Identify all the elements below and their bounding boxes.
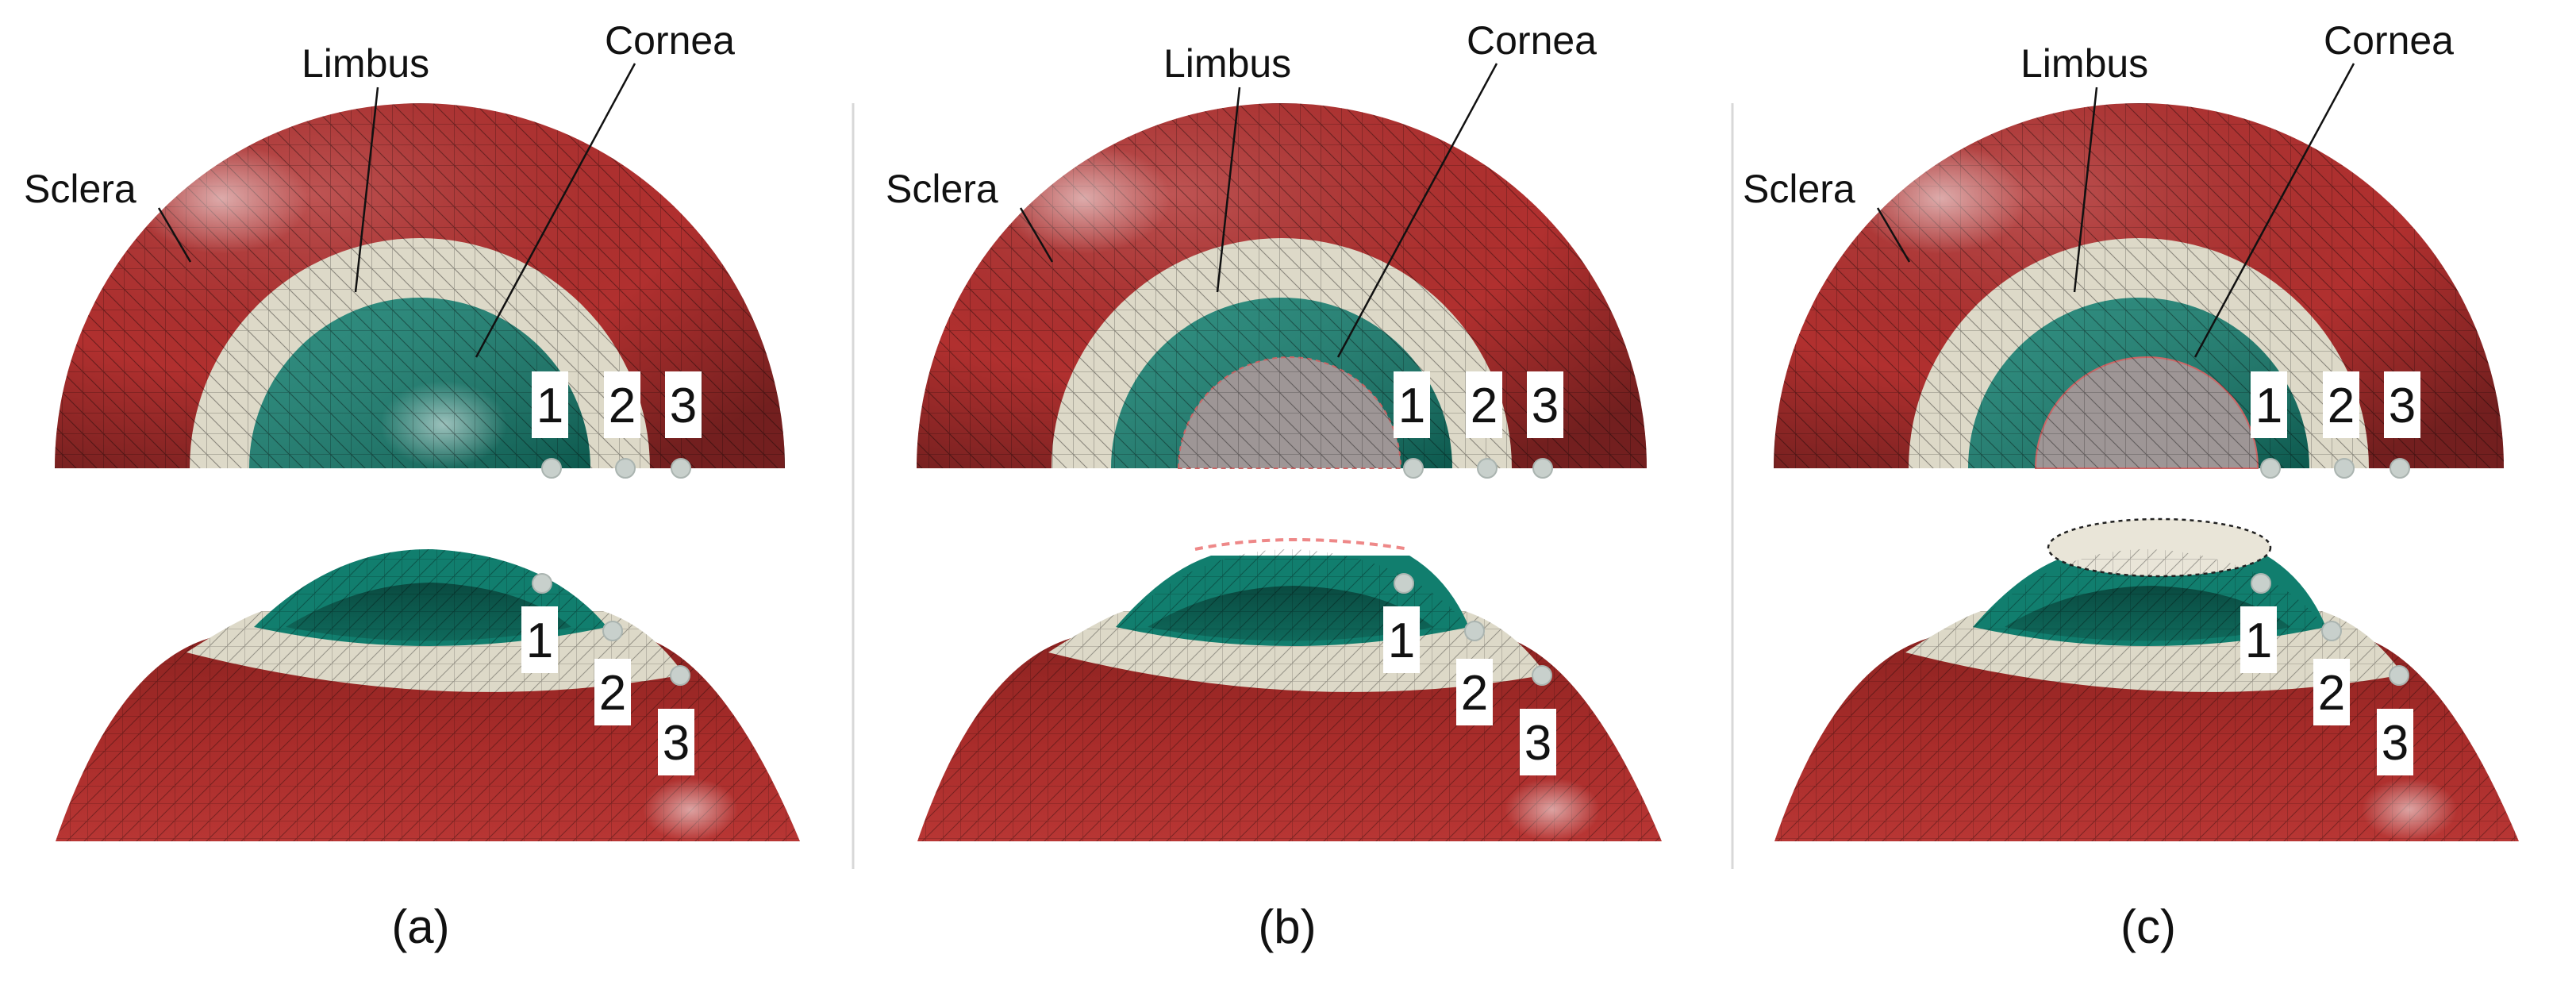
side-number-2: 2 xyxy=(1461,666,1488,721)
top-number-2: 2 xyxy=(1471,379,1498,433)
top-number-1-box xyxy=(1394,371,1430,438)
side-marker-2 xyxy=(602,621,623,641)
top-marker-1 xyxy=(541,458,562,479)
top-number-3: 3 xyxy=(1532,379,1559,433)
side-number-3: 3 xyxy=(663,716,690,771)
side-number-1-box xyxy=(2240,606,2277,673)
side-number-3: 3 xyxy=(1524,716,1551,771)
cornea-leader xyxy=(2193,63,2355,358)
side-number-2: 2 xyxy=(599,666,626,721)
cornea-leader xyxy=(1336,63,1498,358)
side-number-1: 1 xyxy=(526,614,553,668)
top-number-3-box xyxy=(1527,371,1563,438)
side-number-1: 1 xyxy=(2245,614,2272,668)
dome-highlight xyxy=(643,778,738,841)
side-view xyxy=(917,538,1662,841)
sclera-leader xyxy=(1876,207,1911,263)
top-number-3: 3 xyxy=(2389,379,2416,433)
cornea-label: Cornea xyxy=(605,18,735,63)
side-number-1: 1 xyxy=(1388,614,1415,668)
cornea-leader xyxy=(475,63,636,358)
side-marker-3 xyxy=(2389,665,2409,686)
side-marker-1 xyxy=(1394,573,1414,594)
top-number-3-box xyxy=(2384,371,2420,438)
side-marker-2 xyxy=(1464,621,1485,641)
top-marker-3 xyxy=(1532,458,1553,479)
side-number-3: 3 xyxy=(2382,716,2409,771)
cornea-highlight xyxy=(380,381,507,468)
top-number-2: 2 xyxy=(2328,379,2355,433)
side-marker-2 xyxy=(2321,621,2342,641)
side-number-2-box xyxy=(1456,659,1493,725)
side-number-2-box xyxy=(594,659,631,725)
panel-caption: (b) xyxy=(1258,900,1316,953)
side-number-1-box xyxy=(521,606,558,673)
sclera-highlight xyxy=(134,143,309,254)
top-marker-2 xyxy=(615,458,636,479)
dome-highlight xyxy=(2362,778,2457,841)
top-marker-1 xyxy=(2260,458,2281,479)
top-number-3: 3 xyxy=(670,379,697,433)
sclera-leader xyxy=(1019,207,1054,263)
top-marker-3 xyxy=(671,458,691,479)
side-number-3-box xyxy=(1520,709,1556,775)
cut-opening xyxy=(2047,517,2272,578)
side-number-3-box xyxy=(658,709,694,775)
side-number-2: 2 xyxy=(2318,666,2345,721)
top-number-3-box xyxy=(665,371,702,438)
side-view xyxy=(56,548,800,841)
top-number-1: 1 xyxy=(1398,379,1425,433)
top-number-2-box xyxy=(604,371,640,438)
sclera-leader xyxy=(157,207,192,263)
limbus-label: Limbus xyxy=(1163,41,1291,86)
sclera-label: Sclera xyxy=(1743,167,1855,211)
limbus-label: Limbus xyxy=(302,41,429,86)
sclera-highlight xyxy=(996,143,1171,254)
panel-caption: (a) xyxy=(391,900,449,953)
top-marker-3 xyxy=(2390,458,2410,479)
side-number-2-box xyxy=(2313,659,2350,725)
top-number-2: 2 xyxy=(609,379,636,433)
sclera-label: Sclera xyxy=(886,167,998,211)
top-marker-1 xyxy=(1403,458,1424,479)
side-marker-1 xyxy=(532,573,552,594)
top-number-1: 1 xyxy=(536,379,563,433)
top-number-2-box xyxy=(1466,371,1502,438)
top-marker-2 xyxy=(2334,458,2355,479)
dome-highlight xyxy=(1505,778,1600,841)
sclera-label: Sclera xyxy=(24,167,136,211)
top-marker-2 xyxy=(1477,458,1498,479)
limbus-leader xyxy=(354,87,379,293)
top-number-1-box xyxy=(2251,371,2287,438)
top-number-1-box xyxy=(532,371,568,438)
side-marker-1 xyxy=(2251,573,2271,594)
side-number-1-box xyxy=(1383,606,1420,673)
top-number-2-box xyxy=(2323,371,2359,438)
cut-outline xyxy=(1194,538,1410,551)
limbus-leader xyxy=(2073,87,2098,293)
side-marker-3 xyxy=(670,665,690,686)
cornea-label: Cornea xyxy=(2324,18,2454,63)
side-marker-3 xyxy=(1532,665,1552,686)
cornea-label: Cornea xyxy=(1467,18,1597,63)
side-number-3-box xyxy=(2377,709,2413,775)
limbus-leader xyxy=(1216,87,1241,293)
top-number-1: 1 xyxy=(2255,379,2282,433)
sclera-highlight xyxy=(1853,143,2028,254)
limbus-label: Limbus xyxy=(2020,41,2148,86)
panel-caption: (c) xyxy=(2120,900,2176,953)
